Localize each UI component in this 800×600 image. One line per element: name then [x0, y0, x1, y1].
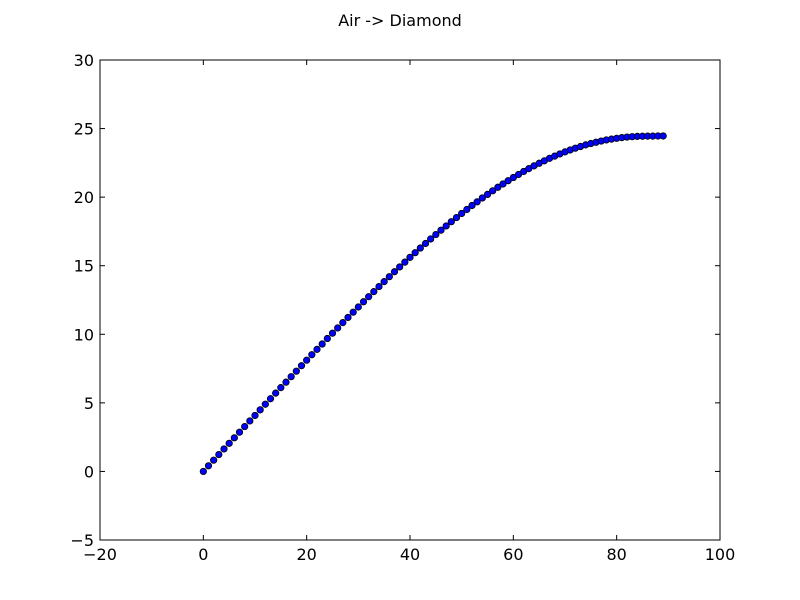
y-tick-label: 5: [84, 394, 94, 413]
data-point: [359, 298, 368, 306]
data-point: [489, 187, 497, 195]
data-point: [225, 439, 233, 447]
data-point: [261, 400, 269, 408]
data-point: [210, 456, 218, 464]
data-point: [411, 249, 419, 257]
data-point: [406, 253, 414, 261]
data-point: [313, 345, 321, 353]
x-tick-label: 0: [198, 545, 208, 564]
data-point: [365, 293, 373, 301]
y-tick-label: 0: [84, 462, 94, 481]
data-point: [308, 351, 316, 359]
data-point: [390, 268, 399, 276]
data-point: [241, 422, 249, 431]
data-point: [447, 218, 455, 226]
data-point: [220, 445, 228, 453]
data-point: [416, 244, 424, 252]
data-point: [339, 319, 347, 327]
data-point: [494, 183, 502, 191]
data-point: [199, 467, 207, 476]
data-point: [380, 278, 388, 286]
chart-title: Air -> Diamond: [338, 11, 462, 30]
data-point: [251, 411, 259, 420]
data-point: [659, 132, 667, 140]
data-point: [256, 406, 264, 414]
data-point: [272, 389, 280, 397]
data-point: [442, 222, 450, 230]
data-point: [287, 373, 295, 381]
data-point: [421, 239, 430, 248]
data-point: [334, 324, 342, 332]
data-point: [458, 209, 466, 218]
data-point: [401, 258, 409, 266]
data-point: [385, 273, 393, 281]
data-point: [452, 213, 461, 222]
data-point: [328, 329, 337, 337]
data-point: [514, 170, 523, 179]
data-point: [463, 205, 471, 214]
y-tick-label: 10: [74, 325, 94, 344]
x-axis-ticks: −20 0 20 40 60 80 100: [83, 60, 735, 564]
plot-area: [100, 60, 720, 540]
data-point: [204, 462, 213, 470]
data-point: [235, 428, 244, 436]
data-point: [478, 194, 486, 202]
data-point: [344, 313, 352, 322]
y-tick-label: −5: [70, 531, 94, 550]
data-point: [396, 263, 404, 271]
data-point: [323, 334, 331, 343]
data-point: [468, 201, 476, 210]
data-point: [354, 303, 362, 311]
data-points: [199, 132, 667, 476]
data-point: [483, 190, 492, 198]
data-point: [509, 173, 517, 182]
x-tick-label: 40: [400, 545, 420, 564]
data-point: [266, 395, 275, 403]
data-point: [215, 450, 223, 459]
x-tick-label: −20: [83, 545, 117, 564]
data-point: [375, 282, 383, 291]
x-tick-label: 80: [606, 545, 626, 564]
data-point: [370, 288, 378, 296]
data-point: [473, 198, 481, 206]
x-tick-label: 60: [503, 545, 523, 564]
x-tick-label: 100: [705, 545, 736, 564]
plot-frame: [99, 59, 721, 541]
y-axis-ticks: −5 0 5 10 15 20 25 30: [70, 51, 720, 550]
y-tick-label: 20: [74, 188, 94, 207]
data-point: [246, 417, 254, 425]
y-tick-label: 25: [74, 120, 94, 139]
data-point: [297, 362, 306, 370]
y-tick-label: 15: [74, 257, 94, 276]
data-point: [499, 180, 507, 188]
data-point: [230, 434, 238, 442]
data-point: [292, 367, 300, 375]
data-point: [318, 340, 326, 348]
data-point: [504, 177, 512, 185]
x-tick-label: 20: [296, 545, 316, 564]
data-point: [432, 230, 440, 239]
y-tick-label: 30: [74, 51, 94, 70]
data-point: [349, 308, 357, 316]
data-point: [437, 226, 445, 234]
data-point: [282, 378, 290, 386]
data-point: [277, 384, 285, 392]
data-point: [303, 356, 311, 364]
data-point: [427, 235, 435, 243]
